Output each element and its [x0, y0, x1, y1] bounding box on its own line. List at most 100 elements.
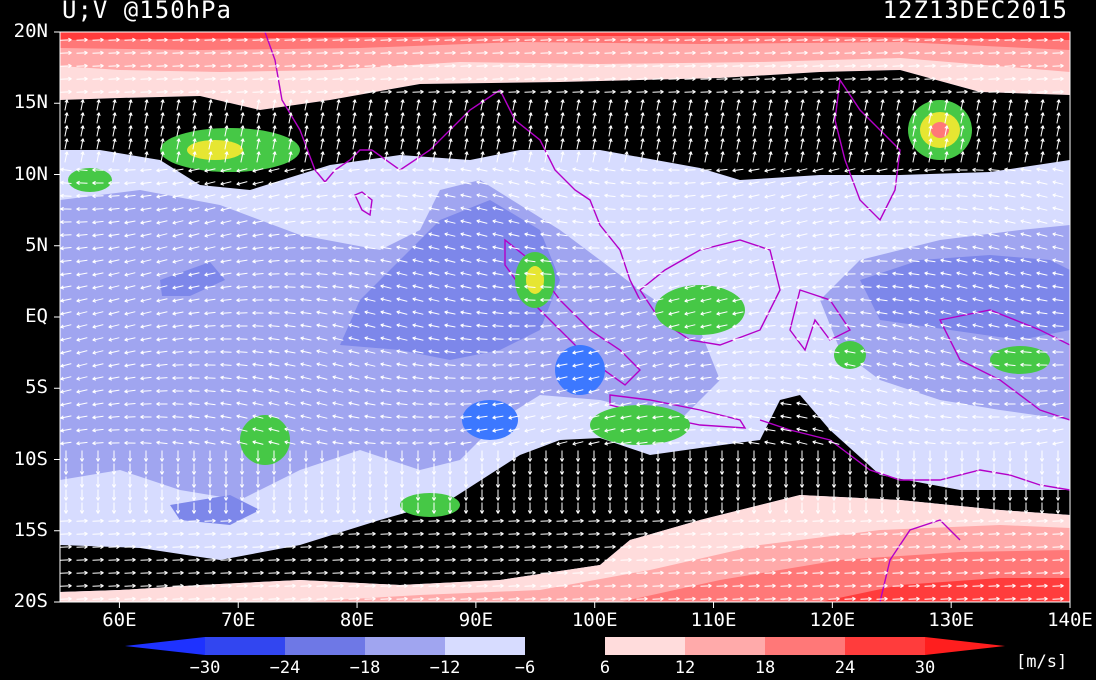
wind-arrow	[844, 233, 856, 238]
wind-arrow	[220, 375, 232, 380]
wind-arrow	[412, 375, 424, 380]
wind-arrow	[396, 401, 408, 406]
wind-arrow	[76, 324, 88, 329]
wind-arrow	[652, 311, 664, 316]
wind-arrow	[524, 167, 536, 172]
wind-arrow	[924, 37, 936, 43]
wind-arrow	[668, 285, 680, 290]
wind-arrow	[124, 181, 136, 186]
wind-arrow	[700, 272, 712, 277]
wind-arrow	[156, 76, 168, 82]
wind-arrow	[124, 337, 136, 342]
wind-arrow	[444, 219, 456, 224]
wind-arrow	[108, 272, 120, 277]
wind-arrow	[684, 246, 696, 251]
wind-arrow	[1020, 284, 1032, 289]
wind-arrow	[768, 112, 773, 124]
wind-arrow	[988, 401, 1000, 407]
wind-arrow	[604, 259, 616, 264]
wind-arrow	[396, 323, 408, 328]
wind-arrow	[844, 297, 856, 302]
wind-arrow	[540, 63, 552, 69]
wind-arrow	[716, 350, 728, 355]
wind-arrow	[956, 167, 968, 173]
wind-arrow	[1004, 219, 1016, 224]
wind-arrow	[492, 376, 504, 381]
wind-arrow	[588, 389, 600, 394]
wind-arrow	[604, 285, 616, 290]
wind-arrow	[700, 350, 712, 355]
wind-arrow	[844, 271, 856, 277]
wind-arrow	[812, 349, 824, 354]
wind-arrow	[300, 271, 312, 277]
wind-arrow	[620, 298, 632, 303]
wind-arrow	[188, 76, 200, 82]
wind-arrow	[684, 272, 696, 277]
wind-arrow	[636, 337, 648, 342]
wind-arrow	[460, 284, 472, 289]
wind-arrow	[684, 350, 696, 355]
wind-arrow	[272, 99, 277, 111]
wind-arrow	[60, 76, 72, 82]
wind-arrow	[556, 219, 568, 224]
wind-arrow	[160, 125, 165, 137]
wind-arrow	[316, 284, 328, 289]
wind-arrow	[844, 362, 856, 367]
wind-arrow	[764, 194, 776, 199]
wind-arrow	[396, 219, 408, 224]
wind-arrow	[876, 207, 888, 212]
wind-arrow	[92, 89, 104, 95]
wind-arrow	[556, 206, 568, 211]
lat-label: EQ	[25, 305, 48, 327]
wind-arrow	[576, 138, 581, 150]
wind-arrow	[864, 151, 869, 163]
wind-arrow	[764, 63, 776, 69]
precip-borneo	[655, 285, 745, 335]
wind-arrow	[736, 151, 741, 163]
wind-arrow	[700, 246, 712, 251]
wind-arrow	[124, 50, 136, 56]
wind-arrow	[188, 168, 200, 173]
wind-arrow	[652, 363, 664, 368]
wind-arrow	[1052, 232, 1064, 237]
wind-arrow	[252, 272, 264, 277]
wind-arrow	[80, 99, 85, 111]
wind-arrow	[940, 362, 952, 367]
wind-arrow	[588, 363, 600, 368]
wind-arrow	[944, 112, 949, 124]
wind-arrow	[976, 151, 981, 163]
wind-arrow	[956, 297, 968, 302]
wind-arrow	[144, 151, 149, 163]
wind-arrow	[752, 151, 757, 163]
wind-arrow	[972, 362, 984, 367]
wind-arrow	[796, 323, 808, 329]
wind-arrow	[204, 272, 216, 277]
wind-arrow	[940, 310, 952, 315]
wind-arrow	[624, 138, 629, 150]
wind-arrow	[940, 37, 952, 43]
wind-arrow	[364, 258, 376, 263]
wind-arrow	[384, 112, 389, 124]
wind-arrow	[764, 375, 776, 381]
wind-arrow	[976, 138, 981, 150]
wind-arrow	[732, 233, 744, 238]
wind-arrow	[620, 363, 632, 368]
wind-arrow	[668, 259, 680, 264]
wind-arrow	[140, 63, 152, 69]
wind-arrow	[112, 99, 117, 111]
wind-arrow	[268, 349, 280, 354]
wind-arrow	[540, 245, 552, 250]
wind-arrow	[460, 89, 472, 95]
wind-arrow	[124, 76, 136, 82]
wind-arrow	[156, 259, 168, 264]
wind-arrow	[700, 337, 712, 342]
wind-arrow	[364, 349, 376, 354]
wind-arrow	[1056, 125, 1061, 137]
wind-arrow	[236, 310, 248, 316]
wind-arrow	[860, 233, 872, 238]
precip-newguinea	[990, 346, 1050, 374]
wind-arrow	[828, 336, 840, 341]
wind-arrow	[348, 310, 360, 315]
wind-arrow	[300, 63, 312, 69]
wind-arrow	[204, 349, 216, 355]
